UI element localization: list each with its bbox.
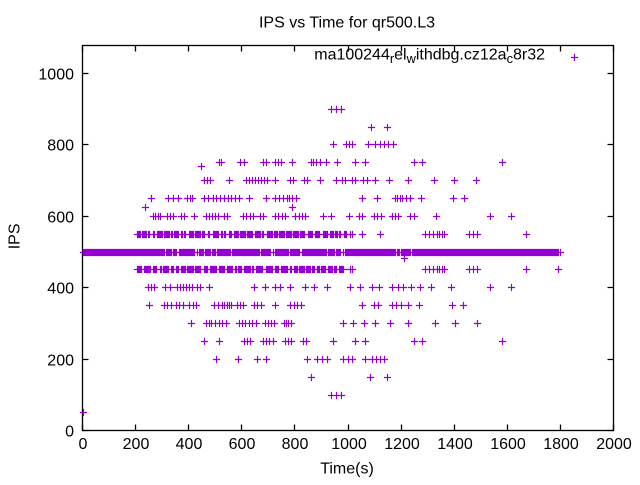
svg-text:200: 200 xyxy=(123,436,150,453)
svg-text:1000: 1000 xyxy=(38,66,74,83)
svg-text:IPS vs Time for qr500.L3: IPS vs Time for qr500.L3 xyxy=(259,15,435,32)
svg-text:1000: 1000 xyxy=(331,436,367,453)
svg-text:0: 0 xyxy=(79,436,88,453)
svg-text:1600: 1600 xyxy=(490,436,526,453)
svg-text:Time(s): Time(s) xyxy=(320,461,374,478)
svg-text:400: 400 xyxy=(47,280,74,297)
svg-text:600: 600 xyxy=(229,436,256,453)
svg-text:200: 200 xyxy=(47,352,74,369)
svg-text:2000: 2000 xyxy=(596,436,632,453)
svg-text:400: 400 xyxy=(176,436,203,453)
svg-text:800: 800 xyxy=(47,137,74,154)
svg-text:IPS: IPS xyxy=(7,224,24,250)
svg-text:ma100244relwithdbg.cz12ac8r32: ma100244relwithdbg.cz12ac8r32 xyxy=(314,47,545,67)
svg-text:1800: 1800 xyxy=(543,436,579,453)
svg-text:600: 600 xyxy=(47,209,74,226)
svg-text:1200: 1200 xyxy=(384,436,420,453)
svg-text:0: 0 xyxy=(65,423,74,440)
svg-text:1400: 1400 xyxy=(437,436,473,453)
svg-text:800: 800 xyxy=(282,436,309,453)
